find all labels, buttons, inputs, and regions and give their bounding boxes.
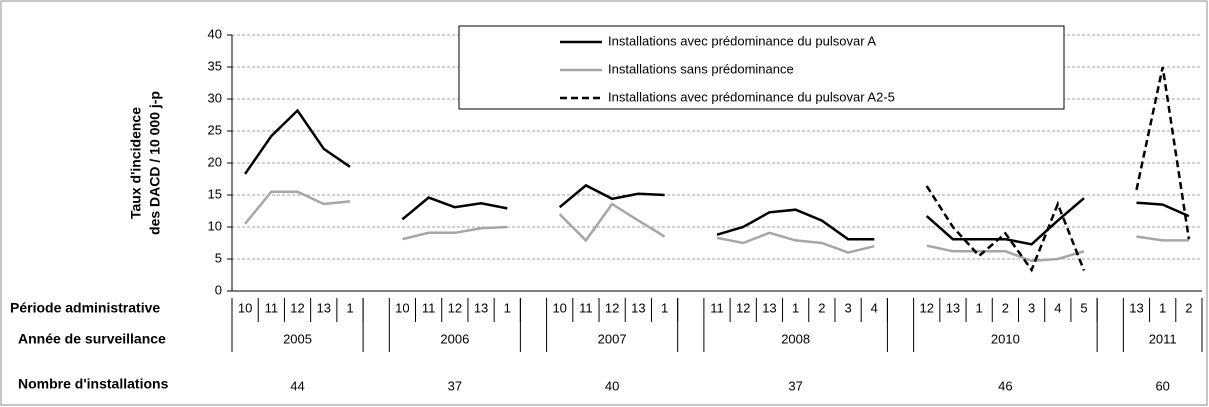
year-label: 2006 bbox=[440, 331, 469, 346]
y-tick-label: 20 bbox=[208, 154, 222, 169]
y-axis-title-line: Taux d'incidence bbox=[128, 107, 144, 219]
count-row-label: Nombre d'installations bbox=[18, 376, 169, 392]
period-label: 12 bbox=[919, 300, 933, 315]
y-tick-label: 40 bbox=[208, 26, 222, 41]
period-label: 13 bbox=[762, 300, 776, 315]
period-label: 2 bbox=[1002, 300, 1009, 315]
period-label: 11 bbox=[265, 300, 279, 315]
y-tick-label: 30 bbox=[208, 90, 222, 105]
legend-label: Installations avec prédominance du pulso… bbox=[608, 89, 895, 104]
period-label: 12 bbox=[290, 300, 304, 315]
period-label: 13 bbox=[474, 300, 488, 315]
year-label: 2005 bbox=[283, 331, 312, 346]
y-tick-label: 10 bbox=[208, 218, 222, 233]
count-label: 46 bbox=[998, 378, 1012, 393]
period-label: 12 bbox=[448, 300, 462, 315]
legend-box bbox=[458, 25, 1065, 110]
period-label: 2 bbox=[1185, 300, 1192, 315]
period-label: 13 bbox=[631, 300, 645, 315]
y-tick-label: 5 bbox=[215, 250, 222, 265]
legend-label: Installations avec prédominance du pulso… bbox=[608, 33, 876, 48]
y-tick-label: 15 bbox=[208, 186, 222, 201]
count-label: 60 bbox=[1155, 378, 1169, 393]
period-label: 5 bbox=[1080, 300, 1087, 315]
period-label: 10 bbox=[238, 300, 252, 315]
y-axis-title-line: des DACD / 10 000 j-p bbox=[147, 91, 163, 235]
period-label: 1 bbox=[792, 300, 799, 315]
period-label: 11 bbox=[710, 300, 724, 315]
year-label: 2011 bbox=[1149, 331, 1177, 346]
year-label: 2010 bbox=[991, 331, 1020, 346]
period-label: 13 bbox=[946, 300, 960, 315]
y-axis-title: Taux d'incidence des DACD / 10 000 j-p bbox=[128, 91, 163, 235]
count-label: 40 bbox=[605, 378, 619, 393]
period-row-label: Période administrative bbox=[10, 300, 160, 316]
year-label: 2008 bbox=[781, 331, 810, 346]
series-line bbox=[244, 108, 1190, 246]
year-row-label: Année de surveillance bbox=[18, 331, 166, 347]
period-label: 13 bbox=[317, 300, 331, 315]
period-label: 12 bbox=[605, 300, 619, 315]
series-line bbox=[925, 66, 1191, 273]
series-line bbox=[244, 190, 1189, 263]
period-label: 4 bbox=[1054, 300, 1061, 315]
y-tick-label: 25 bbox=[208, 122, 222, 137]
period-label: 1 bbox=[661, 300, 668, 315]
count-label: 37 bbox=[448, 378, 462, 393]
count-label: 44 bbox=[290, 378, 304, 393]
year-label: 2007 bbox=[598, 331, 627, 346]
y-tick-label: 0 bbox=[215, 282, 222, 297]
period-label: 3 bbox=[1028, 300, 1035, 315]
period-label: 2 bbox=[818, 300, 825, 315]
period-label: 13 bbox=[1129, 300, 1143, 315]
period-label: 12 bbox=[736, 300, 750, 315]
period-label: 1 bbox=[1159, 300, 1166, 315]
period-label: 11 bbox=[579, 300, 593, 315]
period-label: 10 bbox=[552, 300, 566, 315]
y-tick-label: 35 bbox=[208, 58, 222, 73]
period-label: 11 bbox=[422, 300, 436, 315]
period-label: 3 bbox=[844, 300, 851, 315]
period-label: 4 bbox=[871, 300, 878, 315]
legend: Installations avec prédominance du pulso… bbox=[458, 25, 1065, 110]
legend-label: Installations sans prédominance bbox=[608, 61, 794, 76]
count-label: 37 bbox=[788, 378, 802, 393]
period-label: 1 bbox=[976, 300, 983, 315]
period-label: 10 bbox=[395, 300, 409, 315]
period-label: 1 bbox=[346, 300, 353, 315]
period-label: 1 bbox=[504, 300, 511, 315]
